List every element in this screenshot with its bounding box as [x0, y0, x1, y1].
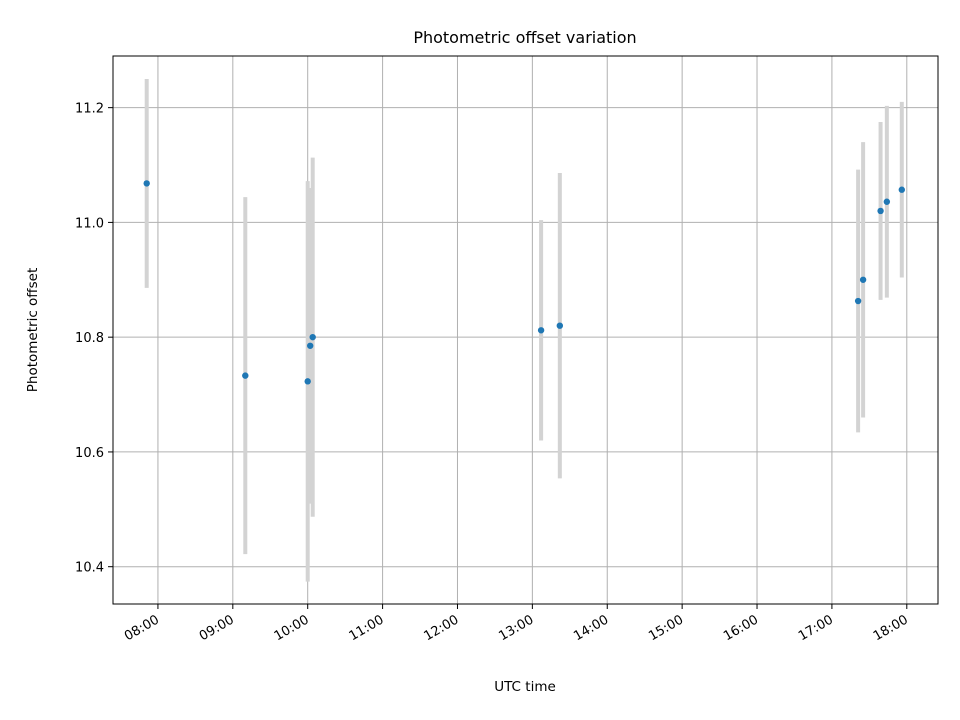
y-tick-label: 10.4 — [75, 561, 104, 576]
data-point — [309, 333, 316, 341]
data-point — [877, 207, 884, 215]
data-point — [883, 198, 891, 205]
data-point — [537, 327, 545, 334]
data-point — [859, 276, 867, 283]
x-axis-label: UTC time — [494, 679, 556, 695]
plot-frame — [112, 55, 939, 605]
y-axis: 10.4 10.6 10.8 11.0 11.2 — [75, 102, 113, 576]
data-point — [143, 180, 150, 187]
data-point — [854, 297, 862, 305]
y-tick-label: 10.8 — [75, 331, 104, 346]
data-points — [143, 180, 906, 385]
y-axis-label: Photometric offset — [25, 268, 41, 392]
y-tick-label: 10.6 — [75, 446, 104, 461]
grid — [113, 56, 938, 604]
data-point — [242, 372, 249, 379]
y-tick-label: 11.0 — [75, 216, 104, 231]
chart-title: Photometric offset variation — [413, 28, 636, 47]
data-point — [304, 378, 311, 385]
data-point — [898, 186, 906, 193]
data-point — [307, 342, 314, 349]
y-tick-label: 11.2 — [75, 102, 104, 117]
data-point — [556, 322, 564, 329]
